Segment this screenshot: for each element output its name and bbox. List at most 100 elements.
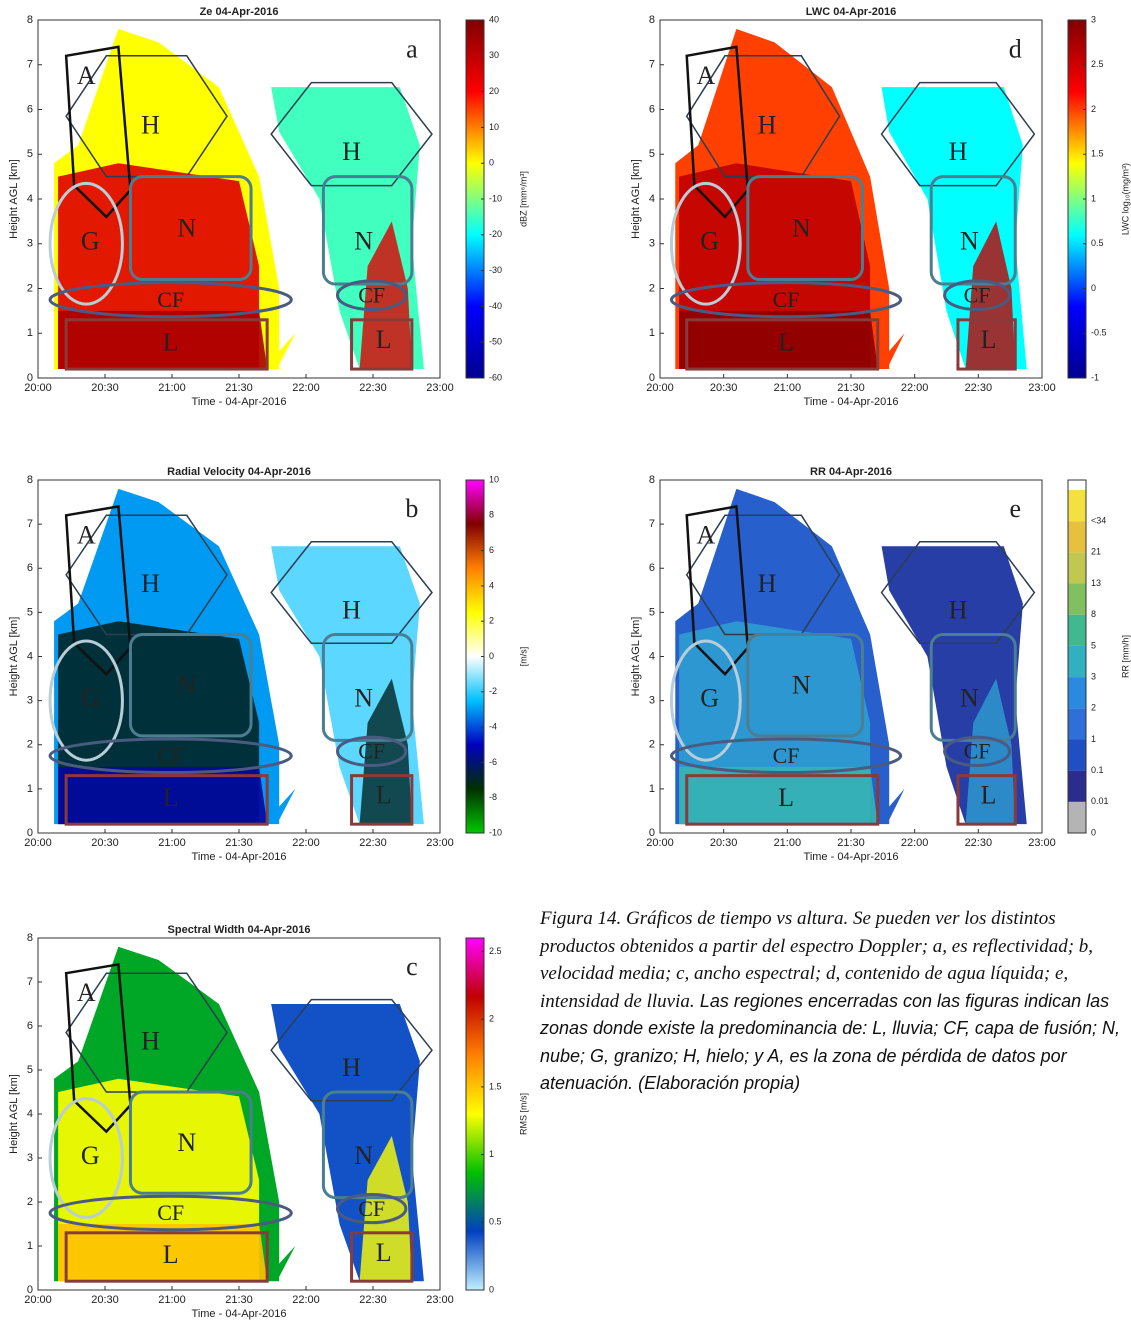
ice-hexagon [270, 81, 433, 187]
region-label: G [700, 684, 719, 713]
y-tick-label: 5 [27, 1064, 33, 1076]
caption: Figura 14. Gráficos de tiempo vs altura.… [540, 905, 1125, 1098]
region-label: CF [358, 739, 385, 764]
rain-box [685, 774, 880, 826]
colorbar-tick-label: 0 [489, 651, 494, 661]
region-label: CF [773, 287, 800, 312]
colorbar-tick-label: 10 [489, 122, 499, 132]
x-axis-label: Time - 04-Apr-2016 [192, 851, 287, 863]
colorbar-tick-label: -0.5 [1091, 328, 1107, 338]
hail-ellipse [48, 639, 124, 762]
x-tick-label: 22:00 [292, 837, 320, 849]
cloud-box [746, 632, 864, 738]
y-tick-label: 0 [649, 827, 655, 839]
colorbar-label: [m/s] [518, 647, 528, 667]
x-tick-label: 21:00 [774, 382, 802, 394]
region-shapes [669, 505, 1036, 826]
melting-layer [48, 1194, 293, 1232]
x-tick-label: 23:00 [426, 837, 454, 849]
y-tick-label: 8 [649, 474, 655, 486]
region-label: CF [157, 1200, 184, 1225]
region-label: N [177, 213, 196, 242]
y-tick-label: 3 [649, 695, 655, 707]
cloud-box [128, 632, 253, 738]
y-tick-label: 5 [649, 148, 655, 160]
x-tick-label: 21:30 [225, 382, 253, 394]
y-tick-label: 8 [27, 14, 33, 26]
x-tick-label: 23:00 [1028, 837, 1056, 849]
melting-layer [48, 281, 293, 319]
panel-letter: d [1009, 34, 1022, 63]
region-label: N [354, 1141, 373, 1170]
region-label: L [163, 783, 179, 812]
colorbar-tick-label: -2 [489, 686, 497, 696]
region-shapes [669, 45, 1036, 371]
x-tick-label: 22:30 [965, 837, 993, 849]
colorbar-level [1068, 490, 1086, 522]
melting-layer [48, 737, 293, 775]
colorbar-tick-label: -50 [489, 337, 502, 347]
panel-letter: e [1009, 494, 1021, 523]
hail-ellipse [48, 1097, 124, 1219]
colorbar-tick-label: 1 [1091, 734, 1096, 744]
field [679, 766, 878, 825]
hail-ellipse [669, 181, 742, 306]
ice-hexagon [65, 972, 228, 1093]
colorbar-tick-label: -30 [489, 265, 502, 275]
melting-layer [943, 735, 1012, 767]
x-tick-label: 20:00 [24, 837, 52, 849]
region-label: L [981, 325, 997, 354]
region-shapes [48, 505, 433, 826]
region-label: N [960, 684, 979, 713]
region-label: A [696, 61, 715, 90]
y-tick-label: 1 [27, 327, 33, 339]
y-tick-label: 2 [27, 739, 33, 751]
region-label: H [342, 137, 361, 166]
region-label: A [77, 978, 96, 1007]
x-tick-label: 22:30 [359, 382, 387, 394]
melting-layer [335, 735, 408, 767]
y-tick-label: 7 [649, 59, 655, 71]
colorbar-tick-label: 2.5 [489, 946, 502, 956]
y-tick-label: 0 [649, 372, 655, 384]
y-tick-label: 8 [27, 932, 33, 944]
y-tick-label: 8 [649, 14, 655, 26]
region-label: L [163, 327, 179, 356]
colorbar [1067, 479, 1087, 834]
region-label: N [792, 670, 811, 699]
colorbar-level [1068, 739, 1086, 771]
field [58, 1224, 268, 1282]
region-label: L [376, 781, 392, 810]
field [267, 788, 296, 820]
attenuation-zone [64, 962, 132, 1134]
region-label: L [778, 783, 794, 812]
x-tick-label: 22:00 [901, 382, 929, 394]
x-tick-label: 22:00 [292, 382, 320, 394]
y-tick-label: 7 [649, 518, 655, 530]
region-label: L [163, 1240, 179, 1269]
region-label: CF [773, 743, 800, 768]
y-tick-label: 1 [27, 783, 33, 795]
rain-box [350, 774, 414, 826]
colorbar-tick-label: -6 [489, 757, 497, 767]
y-axis-label: Height AGL [km] [630, 617, 642, 697]
melting-layer [669, 737, 903, 775]
chart-title: RR 04-Apr-2016 [810, 466, 892, 478]
melting-layer [669, 281, 903, 319]
y-tick-label: 3 [27, 695, 33, 707]
region-label: CF [157, 743, 184, 768]
rain-box [350, 1231, 414, 1283]
chart-title: Radial Velocity 04-Apr-2016 [167, 466, 311, 478]
colorbar-tick-label: 2 [489, 1014, 494, 1024]
rain-box [956, 318, 1017, 371]
region-label: N [354, 684, 373, 713]
field [267, 1246, 296, 1277]
ice-hexagon [65, 514, 228, 636]
x-axis-label: Time - 04-Apr-2016 [192, 1308, 287, 1320]
region-label: H [342, 595, 361, 624]
melting-layer [335, 1193, 408, 1225]
region-label: H [141, 1027, 160, 1056]
colorbar-level [1068, 552, 1086, 584]
rain-box [64, 1231, 269, 1283]
